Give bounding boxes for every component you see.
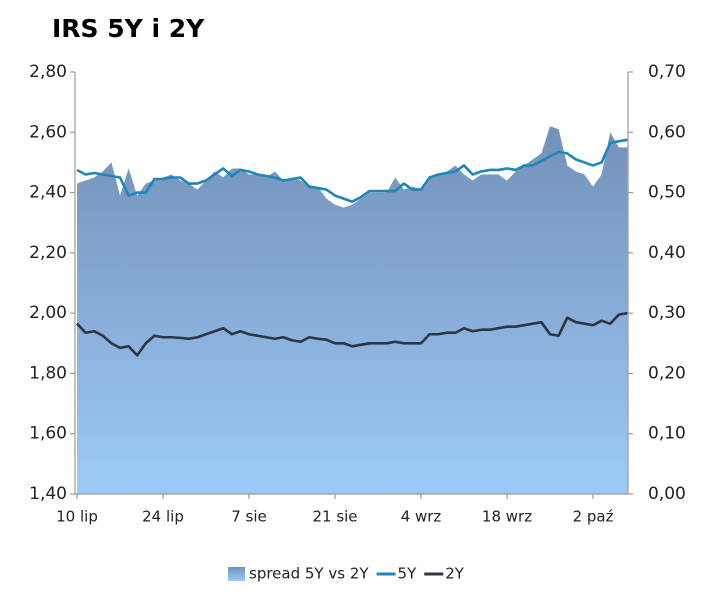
line-5y xyxy=(76,138,628,203)
y2-tick-label: 0,20 xyxy=(648,363,686,383)
x-tick-label: 24 lip xyxy=(142,508,184,526)
x-tick-label: 7 sie xyxy=(231,508,267,526)
x-tick-label: 2 paź xyxy=(573,508,614,526)
y-tick-label: 1,40 xyxy=(29,484,67,504)
y-tick-label: 2,60 xyxy=(29,122,67,142)
legend-label: 2Y xyxy=(445,565,465,583)
y2-tick-label: 0,60 xyxy=(648,122,686,142)
legend-label: 5Y xyxy=(398,565,418,583)
chart-title: IRS 5Y i 2Y xyxy=(52,14,205,43)
x-tick-label: 21 sie xyxy=(312,508,357,526)
y2-tick-label: 0,50 xyxy=(648,183,686,203)
legend-label: spread 5Y vs 2Y xyxy=(249,565,369,583)
spread-area xyxy=(77,126,628,494)
y-tick-label: 2,80 xyxy=(29,62,67,82)
y2-tick-label: 0,70 xyxy=(648,62,686,82)
y-tick-label: 1,80 xyxy=(29,363,67,383)
y-tick-label: 2,40 xyxy=(29,183,67,203)
x-tick-label: 18 wrz xyxy=(482,508,532,526)
x-tick-label: 10 lip xyxy=(56,508,98,526)
y2-tick-label: 0,00 xyxy=(648,484,686,504)
y2-tick-label: 0,40 xyxy=(648,243,686,263)
x-tick-label: 4 wrz xyxy=(401,508,442,526)
y-tick-label: 1,60 xyxy=(29,424,67,444)
legend-swatch xyxy=(228,567,245,581)
y-tick-label: 2,20 xyxy=(29,243,67,263)
y2-tick-label: 0,30 xyxy=(648,303,686,323)
y2-tick-label: 0,10 xyxy=(648,424,686,444)
line-2y xyxy=(76,311,628,357)
y-tick-label: 2,00 xyxy=(29,303,67,323)
